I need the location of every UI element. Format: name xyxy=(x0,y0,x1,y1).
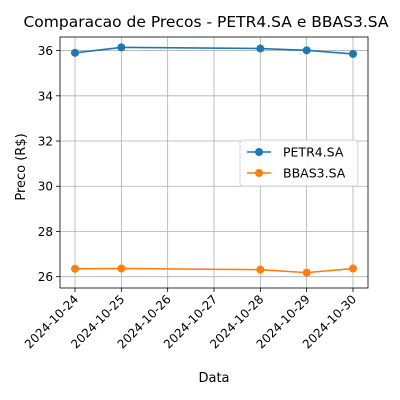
data-point xyxy=(302,46,311,55)
y-tick-label: 26 xyxy=(38,270,53,284)
data-point xyxy=(349,49,357,58)
data-point xyxy=(302,268,311,277)
series-layer xyxy=(71,43,357,277)
data-point xyxy=(117,264,126,273)
legend-label: PETR4.SA xyxy=(283,145,344,160)
y-tick-label: 32 xyxy=(38,135,53,149)
legend-swatch-marker xyxy=(255,169,263,177)
legend-label: BBAS3.SA xyxy=(283,166,346,181)
y-tick-label: 36 xyxy=(38,44,53,58)
data-point xyxy=(71,264,79,273)
y-tick-label: 34 xyxy=(38,89,53,103)
data-point xyxy=(71,48,79,57)
plot-area-frame xyxy=(59,36,369,289)
chart-title: Comparacao de Precos - PETR4.SA e BBAS3.… xyxy=(23,13,388,31)
y-tick-label: 30 xyxy=(38,180,53,194)
series-bbas3-sa xyxy=(71,264,357,277)
y-tick-label: 28 xyxy=(38,225,53,239)
series-petr4-sa xyxy=(71,43,357,58)
legend: PETR4.SA BBAS3.SA xyxy=(239,139,359,187)
data-point xyxy=(256,44,265,53)
y-axis-label: Preco (R$) xyxy=(14,133,29,200)
legend-swatch-marker xyxy=(255,148,263,156)
data-point xyxy=(349,264,357,273)
y-axis-ticks: 26 28 30 32 34 36 xyxy=(38,44,60,284)
data-point xyxy=(256,265,265,274)
x-axis-label: Data xyxy=(198,371,229,386)
data-point xyxy=(117,43,126,52)
x-axis-ticks: 2024-10-242024-10-252024-10-262024-10-27… xyxy=(22,288,359,351)
